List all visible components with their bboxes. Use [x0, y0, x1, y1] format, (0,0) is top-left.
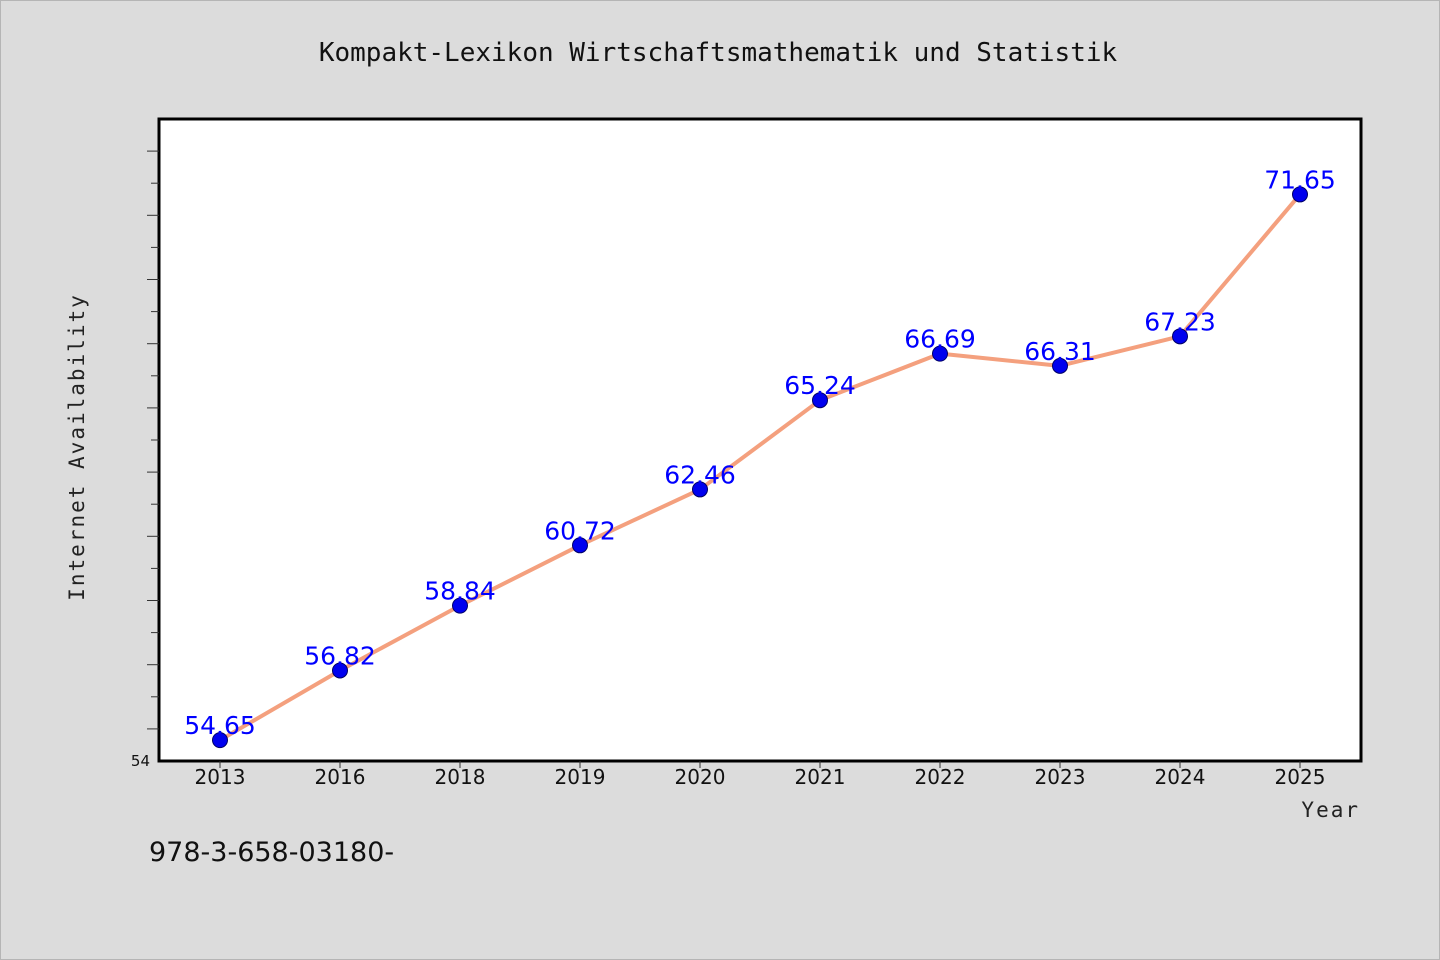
- data-point: [452, 597, 468, 614]
- data-label: 71.65: [1264, 165, 1336, 194]
- data-label: 56.82: [304, 641, 376, 670]
- x-tick-label: 2024: [1155, 765, 1206, 789]
- data-point: [1052, 357, 1068, 374]
- x-tick-label: 2023: [1035, 765, 1086, 789]
- x-tick-label: 2019: [555, 765, 606, 789]
- data-point: [212, 732, 228, 749]
- x-axis-title: Year: [1301, 798, 1360, 822]
- x-tick-label: 2025: [1275, 765, 1326, 789]
- plot-area: [157, 117, 1363, 763]
- data-point: [692, 481, 708, 498]
- footer-isbn-text: 978-3-658-03180-: [149, 837, 394, 868]
- data-label: 58.84: [424, 577, 496, 606]
- series-line: [218, 192, 1302, 743]
- y-axis-title: Internet Availability: [65, 293, 89, 601]
- x-tick-label: 2022: [915, 765, 966, 789]
- data-label: 66.31: [1024, 337, 1096, 366]
- data-label: 60.72: [544, 516, 616, 545]
- data-point: [332, 662, 348, 679]
- data-label: 62.46: [664, 460, 736, 489]
- data-point: [572, 537, 588, 554]
- data-label: 67.23: [1144, 307, 1216, 336]
- x-axis-ticks: [219, 761, 1301, 768]
- data-label: 66.69: [904, 325, 976, 354]
- x-tick-label: 2021: [795, 765, 846, 789]
- y-axis-ticks: [147, 150, 159, 730]
- x-tick-label: 2020: [675, 765, 726, 789]
- data-point: [1172, 328, 1188, 345]
- x-tick-label: 2018: [435, 765, 486, 789]
- data-label: 65.24: [784, 371, 856, 400]
- series-layer: 54.65 56.82 58.84 60.72 62.46 65.24 66.69 66.31…: [184, 165, 1336, 749]
- x-tick-label: 2016: [315, 765, 366, 789]
- chart-title: Kompakt-Lexikon Wirtschaftsmathematik un…: [319, 38, 1118, 68]
- data-label: 54.65: [184, 711, 256, 740]
- x-axis-tick-labels: 2013 2016 2018 2019 2020 2021 2022 2023 2024 2025: [195, 765, 1326, 789]
- data-point: [1292, 186, 1308, 203]
- data-point: [932, 345, 948, 362]
- y-axis-min-label: 54: [131, 752, 150, 770]
- x-tick-label: 2013: [195, 765, 246, 789]
- data-point: [812, 392, 828, 409]
